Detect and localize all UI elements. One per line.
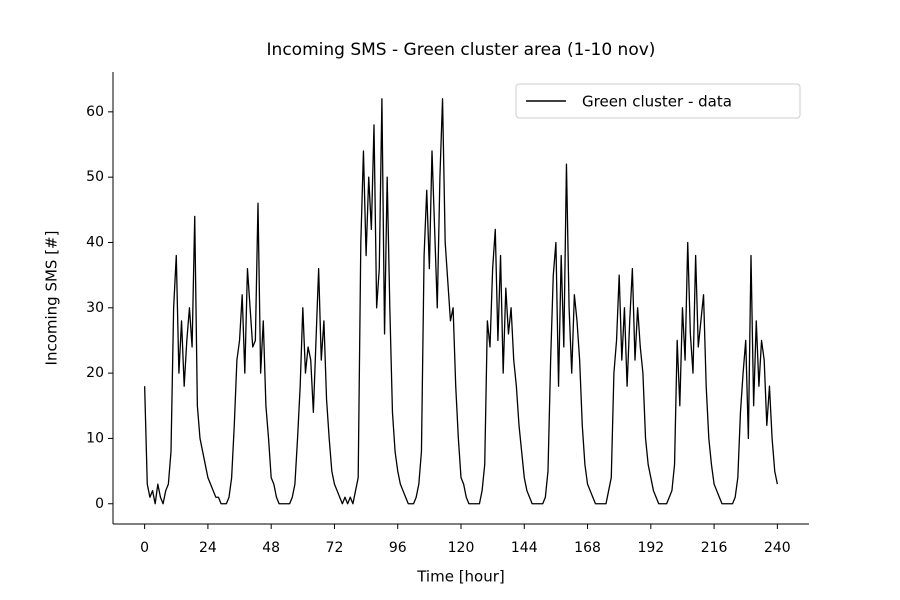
x-tick-label: 72: [326, 540, 344, 556]
x-tick-label: 96: [389, 540, 407, 556]
y-tick-label: 40: [86, 234, 104, 250]
x-tick-label: 216: [701, 540, 728, 556]
x-tick-label: 0: [140, 540, 149, 556]
y-tick-label: 60: [86, 104, 104, 120]
x-tick-label: 24: [199, 540, 217, 556]
y-tick-label: 20: [86, 365, 104, 381]
x-tick-label: 48: [262, 540, 280, 556]
x-tick-label: 240: [764, 540, 791, 556]
x-axis-label: Time [hour]: [416, 568, 505, 586]
x-tick-label: 120: [448, 540, 475, 556]
y-axis-label: Incoming SMS [#]: [43, 231, 61, 366]
legend-box: [515, 83, 801, 119]
x-tick-label: 192: [637, 540, 664, 556]
legend-label: Green cluster - data: [582, 93, 732, 111]
y-tick-label: 50: [86, 169, 104, 185]
x-tick-label: 144: [511, 540, 538, 556]
y-tick-label: 10: [86, 430, 104, 446]
x-tick-label: 168: [574, 540, 601, 556]
data-line: [143, 98, 779, 505]
y-tick-label: 30: [86, 300, 104, 316]
chart-title: Incoming SMS - Green cluster area (1-10 …: [267, 40, 656, 60]
y-tick-label: 0: [95, 496, 104, 512]
